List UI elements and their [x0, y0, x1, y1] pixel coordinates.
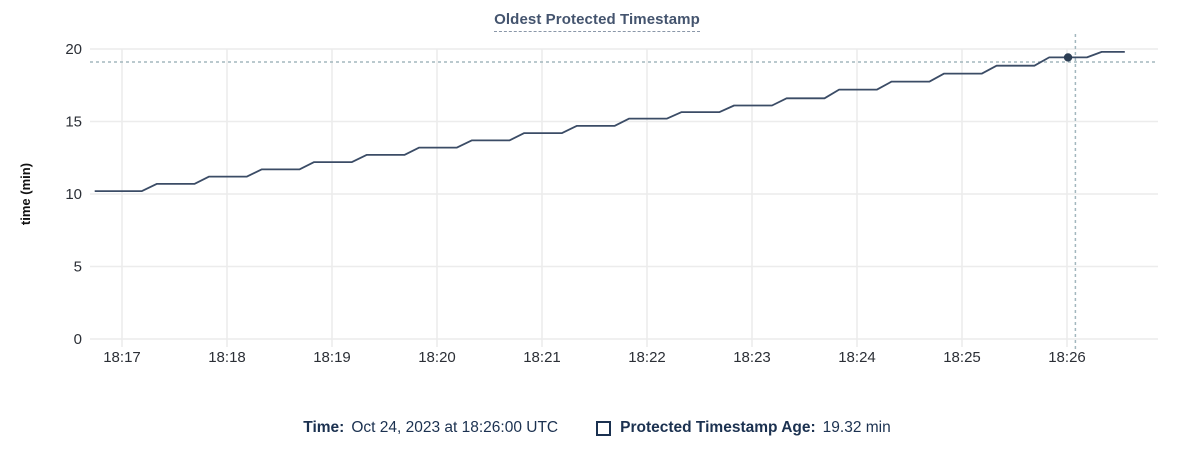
legend-time-readout: Time: Oct 24, 2023 at 18:26:00 UTC [303, 419, 558, 437]
chart-header: Oldest Protected Timestamp [0, 0, 1194, 32]
chart-legend: Time: Oct 24, 2023 at 18:26:00 UTC Prote… [0, 419, 1194, 437]
svg-text:18:19: 18:19 [313, 349, 351, 366]
svg-text:18:22: 18:22 [628, 349, 666, 366]
legend-time-value: Oct 24, 2023 at 18:26:00 UTC [351, 419, 559, 436]
legend-series-value: 19.32 min [822, 419, 891, 436]
chart-title[interactable]: Oldest Protected Timestamp [494, 11, 700, 32]
svg-text:18:20: 18:20 [418, 349, 456, 366]
svg-text:18:26: 18:26 [1048, 349, 1086, 366]
x-axis-tick-labels: 18:17 18:18 18:19 18:20 18:21 18:22 18:23 18:24… [103, 349, 1086, 366]
series-checkbox-icon[interactable] [596, 420, 612, 436]
gridlines [90, 48, 1158, 347]
svg-text:18:21: 18:21 [523, 349, 561, 366]
hover-point-marker [1063, 53, 1073, 62]
svg-text:20: 20 [65, 41, 82, 58]
y-axis-tick-labels: 0 5 10 15 20 [65, 41, 82, 348]
svg-text:18:18: 18:18 [208, 349, 246, 366]
svg-text:15: 15 [65, 114, 82, 131]
legend-series-toggle[interactable]: Protected Timestamp Age: 19.32 min [596, 419, 891, 437]
svg-text:10: 10 [65, 186, 82, 203]
legend-time-label: Time: [303, 419, 345, 436]
series-line [94, 51, 1125, 192]
svg-text:0: 0 [74, 331, 82, 348]
y-axis-label: time (min) [18, 163, 33, 225]
legend-series-label: Protected Timestamp Age: [620, 419, 816, 436]
svg-text:5: 5 [74, 259, 82, 276]
svg-text:18:17: 18:17 [103, 349, 141, 366]
svg-text:18:23: 18:23 [733, 349, 771, 366]
svg-text:18:25: 18:25 [943, 349, 981, 366]
svg-text:18:24: 18:24 [838, 349, 876, 366]
